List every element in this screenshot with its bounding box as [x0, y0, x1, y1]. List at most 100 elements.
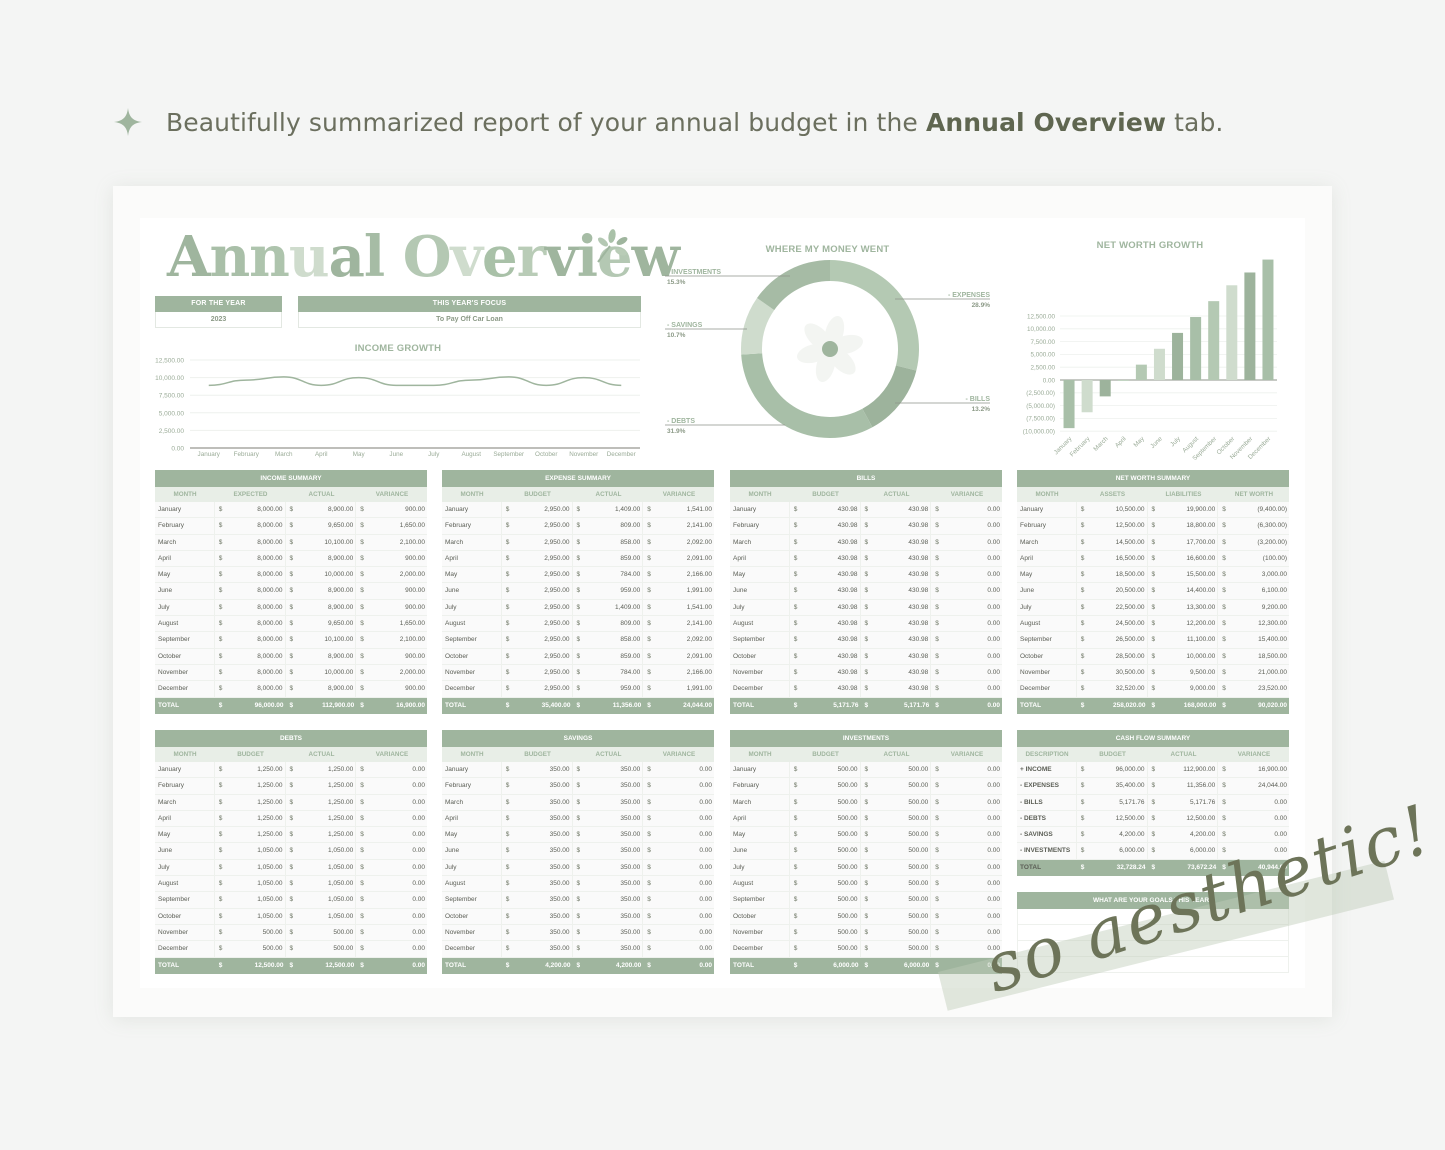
cell-value[interactable]: 0.00 — [987, 652, 1001, 660]
cell-value[interactable]: 809.00 — [585, 518, 644, 534]
cell-value[interactable]: 430.98 — [873, 599, 932, 616]
cell-value[interactable]: 0.00 — [412, 896, 426, 904]
cell-value[interactable]: 0.00 — [1274, 847, 1288, 855]
cell-value[interactable]: 500.00 — [802, 762, 861, 778]
cell-value[interactable]: 430.98 — [802, 648, 861, 664]
cell-value[interactable]: 430.98 — [873, 632, 932, 648]
cell-value[interactable]: 0.00 — [412, 912, 426, 920]
cell-value[interactable]: 2,950.00 — [514, 632, 573, 648]
cell-value[interactable]: 1,991.00 — [686, 587, 713, 595]
cell-value[interactable]: 858.00 — [585, 534, 644, 550]
cell-value[interactable]: 1,250.00 — [227, 778, 286, 794]
cell-value[interactable]: 1,250.00 — [298, 778, 357, 794]
cell-value[interactable]: 28,500.00 — [1089, 648, 1148, 664]
cell-value[interactable]: 500.00 — [873, 908, 932, 924]
cell-value[interactable]: 8,900.00 — [298, 681, 357, 697]
cell-value[interactable]: 8,900.00 — [298, 583, 357, 599]
cell-value[interactable]: 2,092.00 — [686, 636, 713, 644]
cell-value[interactable]: 0.00 — [987, 782, 1001, 790]
cell-value[interactable]: 430.98 — [802, 599, 861, 616]
cell-value[interactable]: 500.00 — [802, 843, 861, 859]
cell-value[interactable]: 6,100.00 — [1261, 587, 1288, 595]
cell-value[interactable]: 8,000.00 — [227, 534, 286, 550]
cell-value[interactable]: 350.00 — [514, 876, 573, 892]
cell-value[interactable]: 430.98 — [802, 664, 861, 681]
cell-value[interactable]: 500.00 — [802, 941, 861, 957]
cell-value[interactable]: 0.00 — [699, 814, 713, 822]
cell-value[interactable]: 15,500.00 — [1160, 567, 1219, 583]
cell-value[interactable]: 350.00 — [514, 778, 573, 794]
cell-value[interactable]: 900.00 — [405, 554, 426, 562]
cell-value[interactable]: 2,141.00 — [686, 522, 713, 530]
cell-value[interactable]: 3,000.00 — [1261, 571, 1288, 579]
cell-value[interactable]: 350.00 — [585, 762, 644, 778]
cell-value[interactable]: 12,500.00 — [1089, 810, 1148, 827]
cell-value[interactable]: 1,409.00 — [585, 502, 644, 518]
cell-value[interactable]: 0.00 — [412, 766, 426, 773]
cell-value[interactable]: 350.00 — [514, 941, 573, 957]
cell-value[interactable]: 0.00 — [412, 863, 426, 871]
cell-value[interactable]: 784.00 — [585, 664, 644, 681]
cell-value[interactable]: 859.00 — [585, 550, 644, 567]
cell-value[interactable]: 430.98 — [873, 664, 932, 681]
cell-value[interactable]: 1,650.00 — [399, 620, 426, 628]
cell-value[interactable]: 8,900.00 — [298, 550, 357, 567]
cell-value[interactable]: 2,950.00 — [514, 502, 573, 518]
cell-value[interactable]: 17,700.00 — [1160, 534, 1219, 550]
cell-value[interactable]: 10,500.00 — [1089, 502, 1148, 518]
cell-value[interactable]: 9,500.00 — [1160, 664, 1219, 681]
cell-value[interactable]: 1,541.00 — [686, 603, 713, 611]
cell-value[interactable]: 30,500.00 — [1089, 664, 1148, 681]
cell-value[interactable]: 0.00 — [412, 847, 426, 855]
cell-value[interactable]: 0.00 — [987, 814, 1001, 822]
cell-value[interactable]: 0.00 — [987, 571, 1001, 579]
cell-value[interactable]: 1,050.00 — [298, 908, 357, 924]
cell-value[interactable]: 959.00 — [585, 583, 644, 599]
cell-value[interactable]: 8,000.00 — [227, 599, 286, 616]
cell-value[interactable]: 1,991.00 — [686, 685, 713, 693]
cell-value[interactable]: 1,250.00 — [298, 827, 357, 843]
cell-value[interactable]: 18,800.00 — [1160, 518, 1219, 534]
cell-value[interactable]: 858.00 — [585, 632, 644, 648]
cell-value[interactable]: 430.98 — [873, 518, 932, 534]
cell-value[interactable]: 2,091.00 — [686, 652, 713, 660]
cell-value[interactable]: 350.00 — [514, 908, 573, 924]
cell-value[interactable]: 350.00 — [585, 843, 644, 859]
cell-value[interactable]: 1,250.00 — [227, 827, 286, 843]
cell-value[interactable]: 8,000.00 — [227, 583, 286, 599]
cell-value[interactable]: 12,500.00 — [1160, 810, 1219, 827]
cell-value[interactable]: 1,050.00 — [227, 843, 286, 859]
cell-value[interactable]: 0.00 — [987, 945, 1001, 953]
cell-value[interactable]: 1,050.00 — [298, 876, 357, 892]
cell-value[interactable]: 16,500.00 — [1089, 550, 1148, 567]
cell-value[interactable]: 500.00 — [802, 876, 861, 892]
cell-value[interactable]: 900.00 — [405, 652, 426, 660]
cell-value[interactable]: 6,000.00 — [1160, 843, 1219, 859]
cell-value[interactable]: 8,000.00 — [227, 550, 286, 567]
cell-value[interactable]: 13,300.00 — [1160, 599, 1219, 616]
cell-value[interactable]: 0.00 — [987, 538, 1001, 546]
cell-value[interactable]: 500.00 — [873, 924, 932, 941]
cell-value[interactable]: 26,500.00 — [1089, 632, 1148, 648]
cell-value[interactable]: 16,600.00 — [1160, 550, 1219, 567]
cell-value[interactable]: 12,500.00 — [1089, 518, 1148, 534]
cell-value[interactable]: 350.00 — [585, 794, 644, 810]
cell-value[interactable]: 430.98 — [802, 567, 861, 583]
cell-value[interactable]: 1,050.00 — [227, 908, 286, 924]
cell-value[interactable]: 11,356.00 — [1160, 778, 1219, 794]
cell-value[interactable]: 21,000.00 — [1258, 668, 1288, 676]
cell-value[interactable]: 0.00 — [412, 814, 426, 822]
cell-value[interactable]: 430.98 — [802, 632, 861, 648]
cell-value[interactable]: 8,000.00 — [227, 648, 286, 664]
cell-value[interactable]: 8,000.00 — [227, 502, 286, 518]
cell-value[interactable]: 2,166.00 — [686, 571, 713, 579]
cell-value[interactable]: 8,900.00 — [298, 599, 357, 616]
cell-value[interactable]: 809.00 — [585, 616, 644, 632]
cell-value[interactable]: 8,000.00 — [227, 518, 286, 534]
cell-value[interactable]: (3,200.00) — [1257, 538, 1288, 546]
cell-value[interactable]: 18,500.00 — [1089, 567, 1148, 583]
cell-value[interactable]: 0.00 — [987, 847, 1001, 855]
cell-value[interactable]: 500.00 — [298, 941, 357, 957]
cell-value[interactable]: 1,050.00 — [227, 892, 286, 908]
cell-value[interactable]: 2,950.00 — [514, 583, 573, 599]
